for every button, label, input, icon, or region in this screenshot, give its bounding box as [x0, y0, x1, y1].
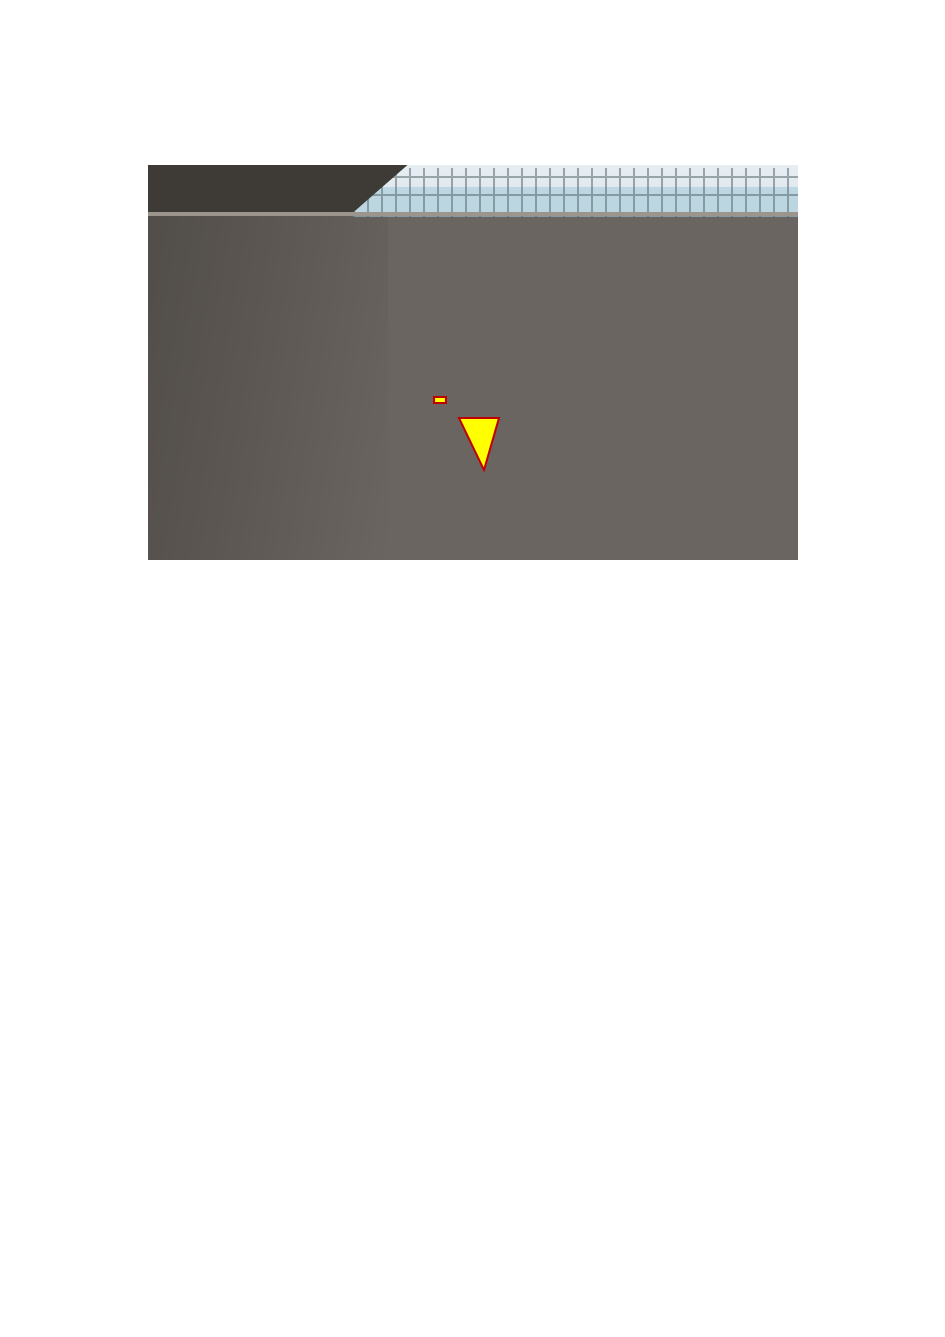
wall-coping [148, 212, 798, 216]
document-page [0, 0, 945, 1337]
fence-rails [353, 168, 798, 218]
wall-shadow [148, 215, 388, 560]
callout-label [433, 396, 447, 404]
construction-photo [148, 165, 798, 560]
diagram-svg [123, 590, 823, 1040]
structure-diagram [123, 590, 823, 1040]
